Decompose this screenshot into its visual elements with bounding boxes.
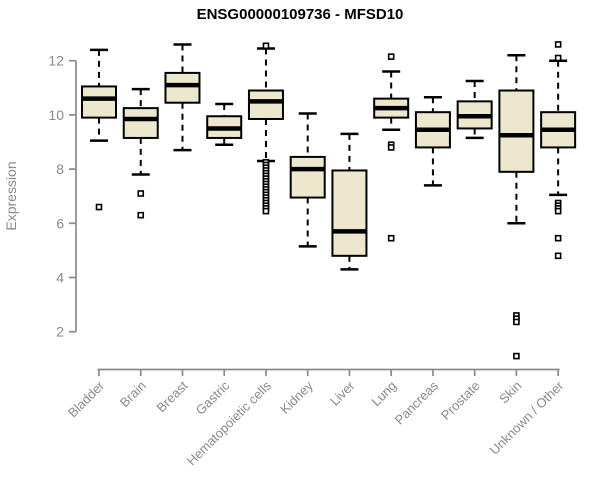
box-skin [498,54,535,360]
y-tick-label: 4 [56,270,64,286]
box-kidney [289,112,326,248]
x-tick-label: Prostate [438,378,483,423]
chart-title: ENSG00000109736 - MFSD10 [197,6,404,23]
outlier-point [387,53,395,60]
box-prostate [456,79,493,140]
box-brain [122,87,159,219]
x-tick-label: Lung [368,378,399,409]
box-breast [164,43,201,152]
outlier-point [95,203,103,211]
x-tick-label: Gastric [193,378,233,418]
iqr-box [81,85,117,119]
iqr-box [247,89,284,120]
iqr-box [331,169,368,257]
y-axis-title: Expression [3,161,19,230]
box-bladder [81,48,117,211]
y-tick-label: 10 [48,107,64,123]
box-lung [373,53,410,242]
outlier-point [262,42,270,50]
outlier-point [554,41,562,48]
outlier-point [554,252,562,260]
outlier-point [262,207,270,215]
box-unknown-other [540,41,577,260]
box-hematopoietic-cells [247,42,284,215]
outlier-point [554,234,562,242]
outlier-point [137,211,145,219]
y-tick-label: 12 [48,53,64,69]
x-tick-label: Breast [153,378,190,415]
y-tick-label: 6 [56,215,64,231]
x-tick-label: Unknown / Other [487,378,567,458]
outlier-point [554,54,562,62]
box-liver [331,132,368,271]
iqr-box [498,89,535,173]
outlier-point [513,352,520,360]
iqr-box [164,71,201,104]
x-tick-label: Pancreas [392,378,442,428]
x-tick-label: Brain [117,378,149,410]
y-tick-label: 8 [56,161,64,177]
outlier-point [137,190,145,197]
outlier-point [387,234,395,242]
box-gastric [206,102,243,146]
outlier-point [513,318,520,326]
box-pancreas [414,96,451,187]
x-tick-label: Kidney [277,378,316,417]
x-tick-label: Bladder [65,378,108,421]
x-tick-label: Skin [496,378,524,406]
x-tick-label: Liver [327,378,358,409]
y-axis: 2 4 6 8 10 12 [48,53,77,340]
outlier-point [387,144,395,151]
outlier-point [554,207,562,215]
iqr-box [122,107,159,139]
iqr-box [289,155,326,199]
y-tick-label: 2 [56,324,64,340]
